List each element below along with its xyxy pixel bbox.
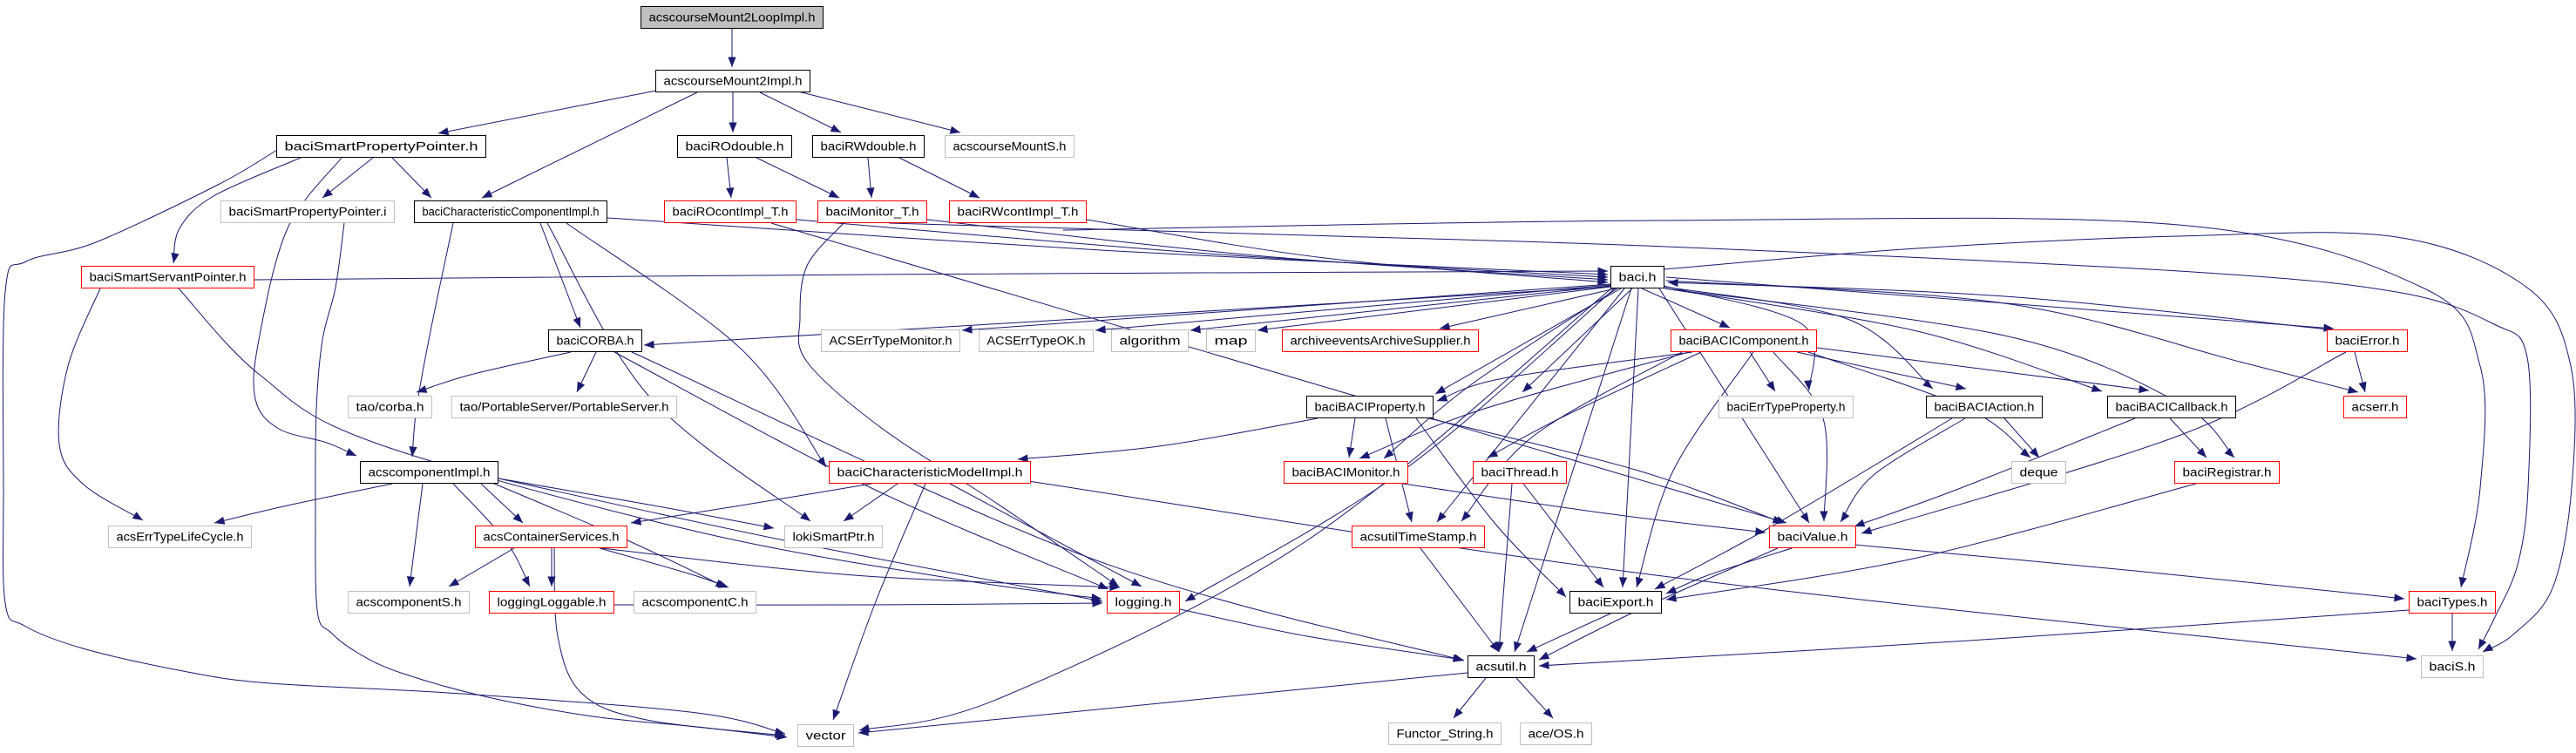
svg-text:baci.h: baci.h	[1619, 271, 1657, 284]
svg-text:acscomponentImpl.h: acscomponentImpl.h	[369, 466, 491, 479]
svg-text:ACSErrTypeMonitor.h: ACSErrTypeMonitor.h	[830, 335, 952, 348]
svg-text:baciSmartPropertyPointer.i: baciSmartPropertyPointer.i	[229, 206, 387, 219]
svg-text:map: map	[1215, 335, 1248, 348]
svg-text:ace/OS.h: ace/OS.h	[1529, 728, 1584, 741]
svg-text:baciMonitor_T.h: baciMonitor_T.h	[826, 206, 919, 219]
svg-text:acscomponentS.h: acscomponentS.h	[356, 596, 462, 609]
svg-text:acscourseMount2LoopImpl.h: acscourseMount2LoopImpl.h	[649, 11, 816, 24]
svg-text:baciBACIMonitor.h: baciBACIMonitor.h	[1292, 466, 1400, 479]
svg-text:baciBACIComponent.h: baciBACIComponent.h	[1679, 335, 1809, 348]
svg-text:baciBACICallback.h: baciBACICallback.h	[2116, 401, 2228, 414]
svg-text:baciROdouble.h: baciROdouble.h	[686, 140, 784, 153]
svg-text:baciError.h: baciError.h	[2335, 335, 2400, 348]
svg-text:baciBACIAction.h: baciBACIAction.h	[1935, 401, 2035, 414]
svg-text:acscourseMountS.h: acscourseMountS.h	[953, 140, 1067, 153]
svg-text:acserr.h: acserr.h	[2352, 401, 2399, 414]
svg-text:baciSmartServantPointer.h: baciSmartServantPointer.h	[90, 271, 247, 284]
svg-text:loggingLoggable.h: loggingLoggable.h	[498, 596, 607, 609]
svg-text:baciS.h: baciS.h	[2430, 661, 2476, 674]
svg-text:baciROcontImpl_T.h: baciROcontImpl_T.h	[673, 206, 789, 219]
svg-text:acsutil.h: acsutil.h	[1476, 661, 1527, 674]
svg-text:baciCharacteristicModelImpl.h: baciCharacteristicModelImpl.h	[837, 466, 1023, 479]
svg-text:deque: deque	[2020, 466, 2058, 479]
svg-text:baciRegistrar.h: baciRegistrar.h	[2183, 466, 2272, 479]
svg-text:baciSmartPropertyPointer.h: baciSmartPropertyPointer.h	[285, 140, 478, 153]
svg-text:acscomponentC.h: acscomponentC.h	[642, 596, 749, 609]
svg-text:Functor_String.h: Functor_String.h	[1397, 728, 1494, 741]
svg-text:baciExport.h: baciExport.h	[1578, 596, 1654, 609]
svg-text:baciCORBA.h: baciCORBA.h	[557, 335, 634, 348]
svg-text:acsContainerServices.h: acsContainerServices.h	[484, 531, 620, 544]
svg-text:baciCharacteristicComponentImp: baciCharacteristicComponentImpl.h	[423, 206, 600, 219]
svg-text:vector: vector	[806, 729, 847, 743]
svg-text:tao/corba.h: tao/corba.h	[356, 401, 424, 414]
svg-text:baciErrTypeProperty.h: baciErrTypeProperty.h	[1727, 401, 1846, 414]
svg-text:baciRWdouble.h: baciRWdouble.h	[821, 140, 917, 153]
svg-text:baciBACIProperty.h: baciBACIProperty.h	[1315, 401, 1426, 414]
svg-text:ACSErrTypeOK.h: ACSErrTypeOK.h	[987, 335, 1086, 348]
svg-text:lokiSmartPtr.h: lokiSmartPtr.h	[793, 531, 875, 544]
svg-text:acsutilTimeStamp.h: acsutilTimeStamp.h	[1360, 531, 1477, 544]
svg-text:baciTypes.h: baciTypes.h	[2417, 596, 2488, 609]
svg-text:baciValue.h: baciValue.h	[1778, 531, 1848, 544]
svg-text:logging.h: logging.h	[1115, 596, 1172, 609]
svg-text:baciRWcontImpl_T.h: baciRWcontImpl_T.h	[958, 206, 1079, 219]
svg-text:tao/PortableServer/PortableSer: tao/PortableServer/PortableServer.h	[460, 401, 669, 414]
svg-text:algorithm: algorithm	[1120, 335, 1181, 348]
svg-text:acsErrTypeLifeCycle.h: acsErrTypeLifeCycle.h	[117, 531, 244, 544]
svg-text:archiveeventsArchiveSupplier.h: archiveeventsArchiveSupplier.h	[1291, 335, 1471, 348]
svg-text:acscourseMount2Impl.h: acscourseMount2Impl.h	[664, 75, 803, 88]
svg-text:baciThread.h: baciThread.h	[1481, 466, 1559, 479]
